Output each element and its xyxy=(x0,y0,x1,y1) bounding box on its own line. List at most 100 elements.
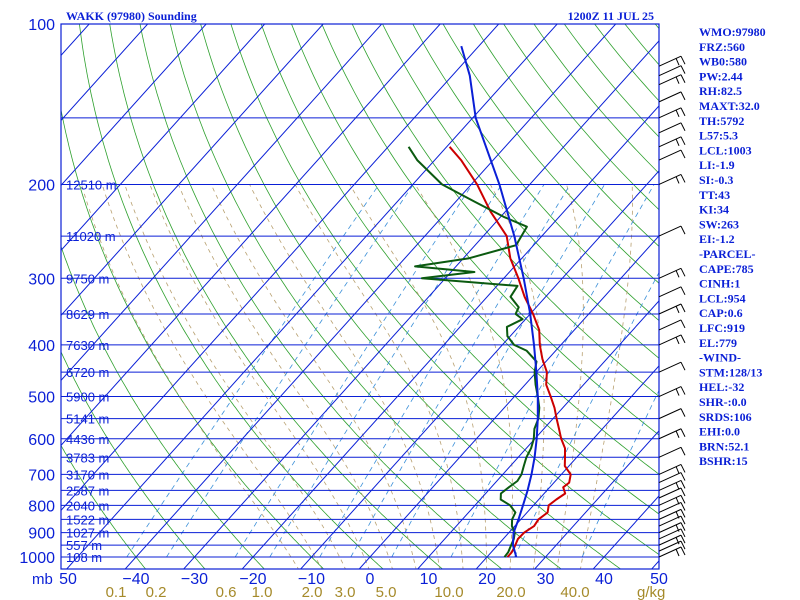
wind-barb-flag xyxy=(675,497,680,505)
pressure-tick-label: 800 xyxy=(28,498,55,515)
wind-barb-flag xyxy=(680,464,686,473)
wind-barb-flag xyxy=(680,107,686,117)
isotherm xyxy=(66,24,558,569)
sounding-index: SRDS:106 xyxy=(699,410,752,424)
mixing-ratio-label: 1.0 xyxy=(252,584,273,600)
wind-barb-flag xyxy=(680,502,686,511)
mixing-ratio-line xyxy=(514,271,659,558)
wind-barb-flag xyxy=(675,76,680,84)
sounding-index: -WIND- xyxy=(699,351,741,365)
sounding-index: LI:-1.9 xyxy=(699,158,735,172)
wind-barb-staff xyxy=(658,65,682,77)
sounding-index: TH:5792 xyxy=(699,114,744,128)
temperature-tick-label: 30 xyxy=(537,571,555,588)
wind-barb-staff xyxy=(658,334,682,346)
wind-barb-staff xyxy=(658,508,682,520)
temperature-trace xyxy=(448,146,572,558)
wind-barb-flag xyxy=(680,122,686,132)
sounding-index: CAPE:785 xyxy=(699,262,754,276)
isotherm xyxy=(61,24,383,382)
wind-barb xyxy=(658,463,686,475)
pressure-tick-label: 1000 xyxy=(19,550,55,567)
wind-barb-staff xyxy=(658,122,682,134)
sounding-index: RH:82.5 xyxy=(699,84,742,98)
wind-barb xyxy=(658,319,686,331)
wind-barb xyxy=(658,334,686,346)
isotherm xyxy=(358,235,659,569)
moist-adiabat xyxy=(414,184,513,569)
moist-adiabat xyxy=(210,184,417,569)
mixing-ratio-label: 10.0 xyxy=(434,584,463,600)
isotherm xyxy=(61,24,266,252)
height-label: 108 m xyxy=(66,550,102,565)
isotherm xyxy=(61,24,441,447)
sounding-index: LFC:919 xyxy=(699,321,745,335)
wind-barb-flag xyxy=(675,430,680,438)
wind-barb-staff xyxy=(658,515,682,527)
wind-barb-flag xyxy=(680,515,686,525)
mixing-ratio-label: 0.2 xyxy=(146,584,167,600)
wind-barb-flag xyxy=(675,270,680,278)
moist-adiabat xyxy=(489,184,545,569)
wind-barb-staff xyxy=(658,55,682,67)
mixing-ratio-label: 3.0 xyxy=(335,584,356,600)
wind-barb xyxy=(658,361,686,373)
isotherm xyxy=(61,24,324,317)
wind-barb-staff xyxy=(658,546,682,558)
wind-barb-flag xyxy=(680,386,686,395)
wind-barb-staff xyxy=(658,267,682,279)
sounding-index: EL:779 xyxy=(699,336,737,350)
height-label: 2587 m xyxy=(66,483,109,498)
temperature-tick-label: 50 xyxy=(59,571,77,588)
sounding-index: HEL:-32 xyxy=(699,380,744,394)
temperature-tick-label: 20 xyxy=(478,571,496,588)
wind-barb-flag xyxy=(680,495,686,504)
sounding-index: CAP:0.6 xyxy=(699,306,743,320)
wind-barb-staff xyxy=(658,319,682,331)
dry-adiabat xyxy=(351,24,659,397)
sounding-index: LCL:1003 xyxy=(699,143,752,157)
temperature-tick-label: −20 xyxy=(239,571,266,588)
wind-barb xyxy=(658,479,686,491)
wind-barb xyxy=(658,522,686,534)
sounding-index: KI:34 xyxy=(699,203,729,217)
chart-datetime: 1200Z 11 JUL 25 xyxy=(568,9,654,23)
pressure-tick-label: 900 xyxy=(28,526,55,543)
isotherm xyxy=(417,300,659,569)
sounding-index: SHR-:0.0 xyxy=(699,395,747,409)
temperature-tick-label: 40 xyxy=(595,571,613,588)
isotherm xyxy=(61,24,149,122)
sounding-index: -PARCEL- xyxy=(699,247,755,261)
pressure-tick-label: 700 xyxy=(28,467,55,484)
mixing-ratio-label: 40.0 xyxy=(560,584,589,600)
moist-adiabat xyxy=(178,184,393,569)
pressure-tick-label: 100 xyxy=(28,17,55,34)
wind-barb-flag xyxy=(680,487,686,497)
wind-barb xyxy=(658,472,686,484)
sounding-index: L57:5.3 xyxy=(699,129,738,143)
mixing-ratio-label: 0.1 xyxy=(106,584,127,600)
pressure-tick-label: 400 xyxy=(28,338,55,355)
temperature-tick-label: −30 xyxy=(181,571,208,588)
sounding-index: WB0:580 xyxy=(699,55,747,69)
sounding-index: EHI:0.0 xyxy=(699,425,740,439)
wind-barb-staff xyxy=(658,225,682,237)
wind-barb xyxy=(658,225,686,237)
wind-barb xyxy=(658,55,686,67)
wind-barb xyxy=(658,428,686,440)
wind-barb-flag xyxy=(680,546,686,556)
dry-adiabat xyxy=(321,24,659,436)
height-label: 5141 m xyxy=(66,412,109,427)
wind-barb-flag xyxy=(675,536,680,545)
height-label: 9750 m xyxy=(66,271,109,286)
height-label: 11020 m xyxy=(66,229,116,244)
pressure-tick-label: 300 xyxy=(28,271,55,288)
isotherm xyxy=(183,40,659,569)
wind-barb xyxy=(658,386,686,398)
wind-barb xyxy=(658,149,686,161)
wind-barb-flag xyxy=(680,91,686,101)
wind-barb-flag xyxy=(680,55,686,65)
height-label: 1027 m xyxy=(66,526,109,541)
wind-barb xyxy=(658,540,686,552)
wind-barb xyxy=(658,267,686,279)
